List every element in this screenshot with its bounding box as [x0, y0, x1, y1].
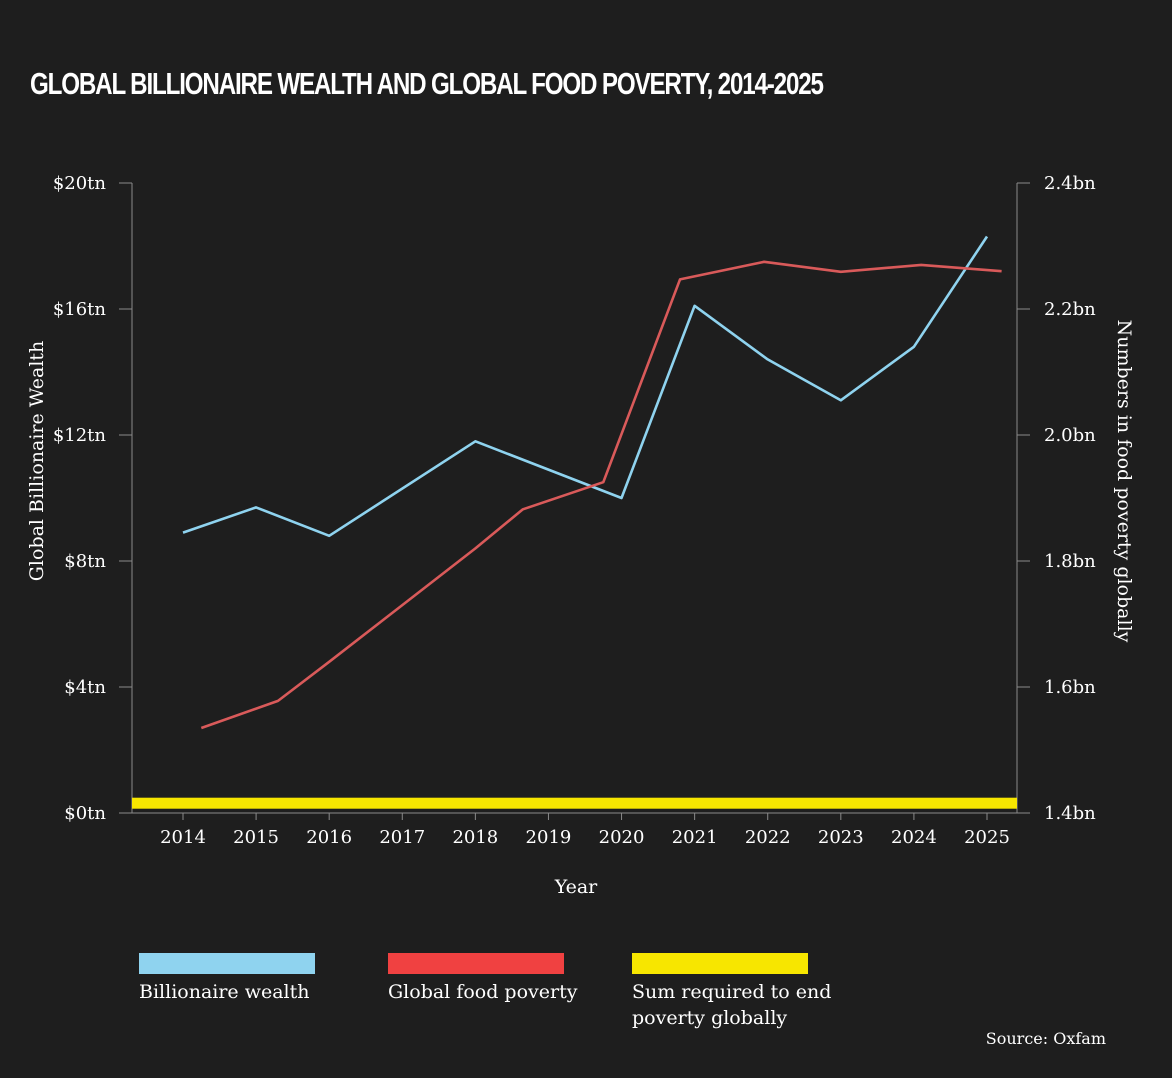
legend-swatch-sum-required	[632, 953, 808, 974]
series-line-billionaire-wealth	[182, 235, 989, 538]
x-tick-label: 2020	[599, 827, 645, 848]
y-left-tick-label: $12tn	[53, 425, 107, 446]
y-right-tick-label: 1.8bn	[1044, 551, 1096, 572]
series-sum-required-bar	[132, 797, 1017, 809]
chart-title: GLOBAL BILLIONAIRE WEALTH AND GLOBAL FOO…	[30, 66, 824, 101]
x-tick-label: 2015	[233, 827, 279, 848]
legend-label-sum-required: Sum required to end poverty globally	[632, 981, 832, 1029]
axes: $0tn $4tn $8tn $12tn $16tn $20tn 1.4bn 1.6bn 1.8…	[53, 173, 1096, 848]
y-left-tick-label: $4tn	[64, 677, 106, 698]
y-left-tick-label: $16tn	[53, 299, 107, 320]
x-tick-label: 2016	[306, 827, 352, 848]
x-tick-label: 2019	[526, 827, 572, 848]
legend-item-billionaire-wealth: Billionaire wealth	[139, 953, 339, 1005]
y-right-tick-label: 2.0bn	[1044, 425, 1096, 446]
legend-label-billionaire-wealth: Billionaire wealth	[139, 981, 310, 1003]
legend-swatch-global-food-poverty	[388, 953, 564, 974]
y-right-tick-label: 2.2bn	[1044, 299, 1096, 320]
x-tick-label: 2017	[379, 827, 425, 848]
x-tick-label: 2023	[818, 827, 864, 848]
legend-label-global-food-poverty: Global food poverty	[388, 981, 578, 1003]
series-line-global-food-poverty	[200, 260, 1002, 730]
x-tick-label: 2014	[160, 827, 206, 848]
y-right-tick-label: 2.4bn	[1044, 173, 1096, 194]
y-axis-left-label: Global Billionaire Wealth	[26, 341, 48, 582]
x-tick-label: 2025	[964, 827, 1010, 848]
x-tick-label: 2018	[452, 827, 498, 848]
source-note: Source: Oxfam	[985, 1029, 1106, 1048]
legend-item-sum-required: Sum required to end poverty globally	[632, 953, 832, 1031]
y-left-tick-label: $20tn	[53, 173, 107, 194]
y-right-tick-label: 1.4bn	[1044, 803, 1096, 824]
y-left-tick-label: $0tn	[64, 803, 106, 824]
x-axis-label: Year	[554, 876, 598, 898]
y-axis-right-label: Numbers in food poverty globally	[1113, 320, 1135, 643]
x-tick-label: 2022	[745, 827, 791, 848]
y-right-tick-label: 1.6bn	[1044, 677, 1096, 698]
x-tick-label: 2021	[672, 827, 718, 848]
series-layer	[132, 235, 1017, 809]
x-tick-label: 2024	[891, 827, 937, 848]
y-left-tick-label: $8tn	[64, 551, 106, 572]
legend-item-global-food-poverty: Global food poverty	[388, 953, 588, 1005]
legend-swatch-billionaire-wealth	[139, 953, 315, 974]
